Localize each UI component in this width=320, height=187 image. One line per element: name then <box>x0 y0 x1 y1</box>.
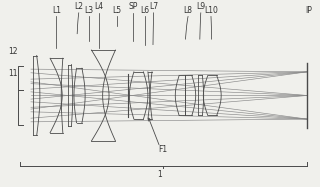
Text: L7: L7 <box>149 2 158 11</box>
Text: 11: 11 <box>9 69 18 78</box>
Text: F1: F1 <box>159 145 168 154</box>
Text: L4: L4 <box>94 2 103 11</box>
Text: IP: IP <box>306 6 313 15</box>
Text: 1: 1 <box>158 170 162 179</box>
Text: L10: L10 <box>204 6 218 15</box>
Text: L9: L9 <box>196 2 205 11</box>
Text: SP: SP <box>128 2 138 11</box>
Text: L6: L6 <box>140 6 149 15</box>
Text: L8: L8 <box>184 6 193 15</box>
Text: L1: L1 <box>52 6 61 15</box>
Text: 12: 12 <box>9 47 18 56</box>
Text: L2: L2 <box>74 2 83 11</box>
Text: L5: L5 <box>112 6 122 15</box>
Text: L3: L3 <box>85 6 94 15</box>
